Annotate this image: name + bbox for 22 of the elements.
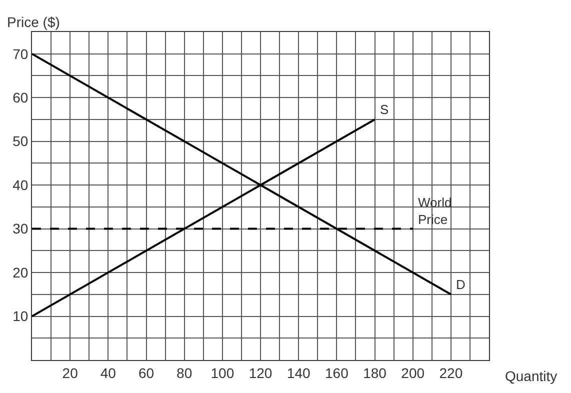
x-tick-label: 160 [324, 364, 349, 381]
y-tick-label: 30 [12, 220, 28, 237]
y-axis-title: Price ($) [7, 14, 60, 30]
x-tick-label: 120 [248, 364, 272, 381]
y-tick-label: 70 [12, 46, 28, 62]
x-tick-label: 80 [176, 364, 192, 381]
y-tick-label: 50 [12, 133, 28, 150]
x-tick-label: 60 [138, 364, 154, 381]
y-tick-label: 60 [12, 90, 28, 106]
series-label: D [456, 277, 466, 292]
x-tick-label: 220 [439, 364, 463, 381]
x-tick-label: 180 [363, 364, 387, 381]
series-label: S [380, 102, 389, 117]
x-tick-label: 140 [286, 364, 310, 381]
y-tick-label: 10 [12, 308, 28, 324]
y-tick-label: 20 [12, 264, 28, 280]
x-tick-label: 100 [210, 364, 234, 381]
y-tick-label: 40 [12, 176, 28, 193]
x-axis-title: Quantity [505, 368, 558, 384]
x-tick-label: 40 [100, 364, 116, 381]
x-tick-label: 20 [62, 364, 78, 381]
x-tick-label: 200 [401, 364, 425, 381]
